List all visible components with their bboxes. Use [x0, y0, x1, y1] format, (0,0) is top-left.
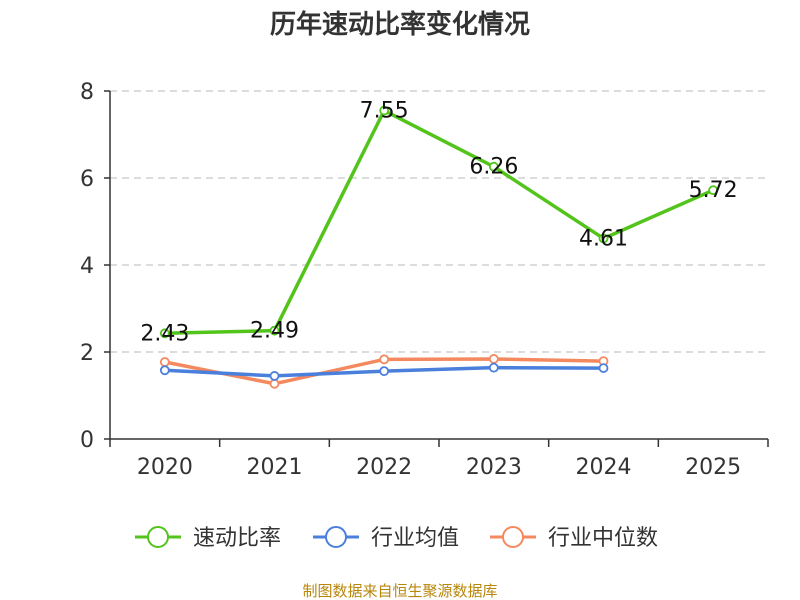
- data-point: [159, 357, 170, 367]
- legend-item[interactable]: 行业均值: [313, 526, 459, 551]
- source-note: 制图数据来自恒生聚源数据库: [302, 582, 497, 600]
- y-tick-label: 4: [80, 254, 94, 279]
- x-tick-label: 2023: [466, 455, 522, 480]
- data-label: 2.43: [140, 321, 189, 346]
- x-tick-label: 2021: [247, 455, 303, 480]
- data-point: [379, 354, 390, 365]
- series-1: [159, 105, 719, 339]
- data-point: [488, 354, 499, 364]
- data-point: [269, 371, 280, 381]
- data-point: [488, 362, 499, 373]
- legend-label: 行业均值: [371, 526, 459, 551]
- legend-marker: [147, 526, 169, 548]
- grid-lines: [110, 90, 768, 353]
- x-tick-label: 2025: [685, 455, 741, 480]
- data-point: [379, 366, 390, 377]
- data-point: [598, 233, 609, 244]
- series-3: [159, 354, 609, 389]
- chart-title: 历年速动比率变化情况: [270, 9, 530, 40]
- data-label: 7.55: [360, 99, 409, 124]
- legend-label: 速动比率: [193, 526, 281, 551]
- data-point: [269, 378, 280, 389]
- data-point: [598, 363, 609, 373]
- data-label: 5.72: [689, 178, 738, 203]
- legend: 速动比率 行业均值 行业中位数: [135, 526, 658, 551]
- data-point: [708, 185, 719, 196]
- x-tick-label: 2024: [576, 455, 632, 480]
- data-label: 6.26: [469, 155, 518, 180]
- legend-item[interactable]: 行业中位数: [490, 526, 658, 551]
- data-point: [159, 365, 170, 376]
- data-labels: 2.43 2.49 7.55 6.26 4.61 5.72: [140, 99, 737, 347]
- data-label: 4.61: [579, 226, 628, 251]
- x-tick-label: 2022: [356, 455, 412, 480]
- x-tick-label: 2020: [137, 455, 193, 480]
- y-tick-label: 2: [80, 341, 94, 366]
- y-tick-label: 8: [80, 80, 94, 105]
- series-layer: [159, 105, 719, 389]
- series-line: [164, 108, 714, 336]
- y-tick-label: 6: [80, 167, 94, 192]
- y-tick-label: 0: [80, 428, 94, 453]
- series-2: [159, 362, 609, 381]
- legend-marker: [325, 526, 347, 548]
- data-point: [159, 328, 170, 339]
- legend-marker: [502, 526, 524, 548]
- axes: 0 2 4 6 8 2020 2021 2022 2023 2024 2025: [80, 80, 769, 480]
- data-label: 2.49: [250, 319, 299, 344]
- legend-item[interactable]: 速动比率: [135, 526, 281, 551]
- data-point: [488, 161, 499, 172]
- legend-label: 行业中位数: [548, 526, 658, 551]
- data-point: [269, 325, 280, 336]
- data-point: [379, 105, 390, 116]
